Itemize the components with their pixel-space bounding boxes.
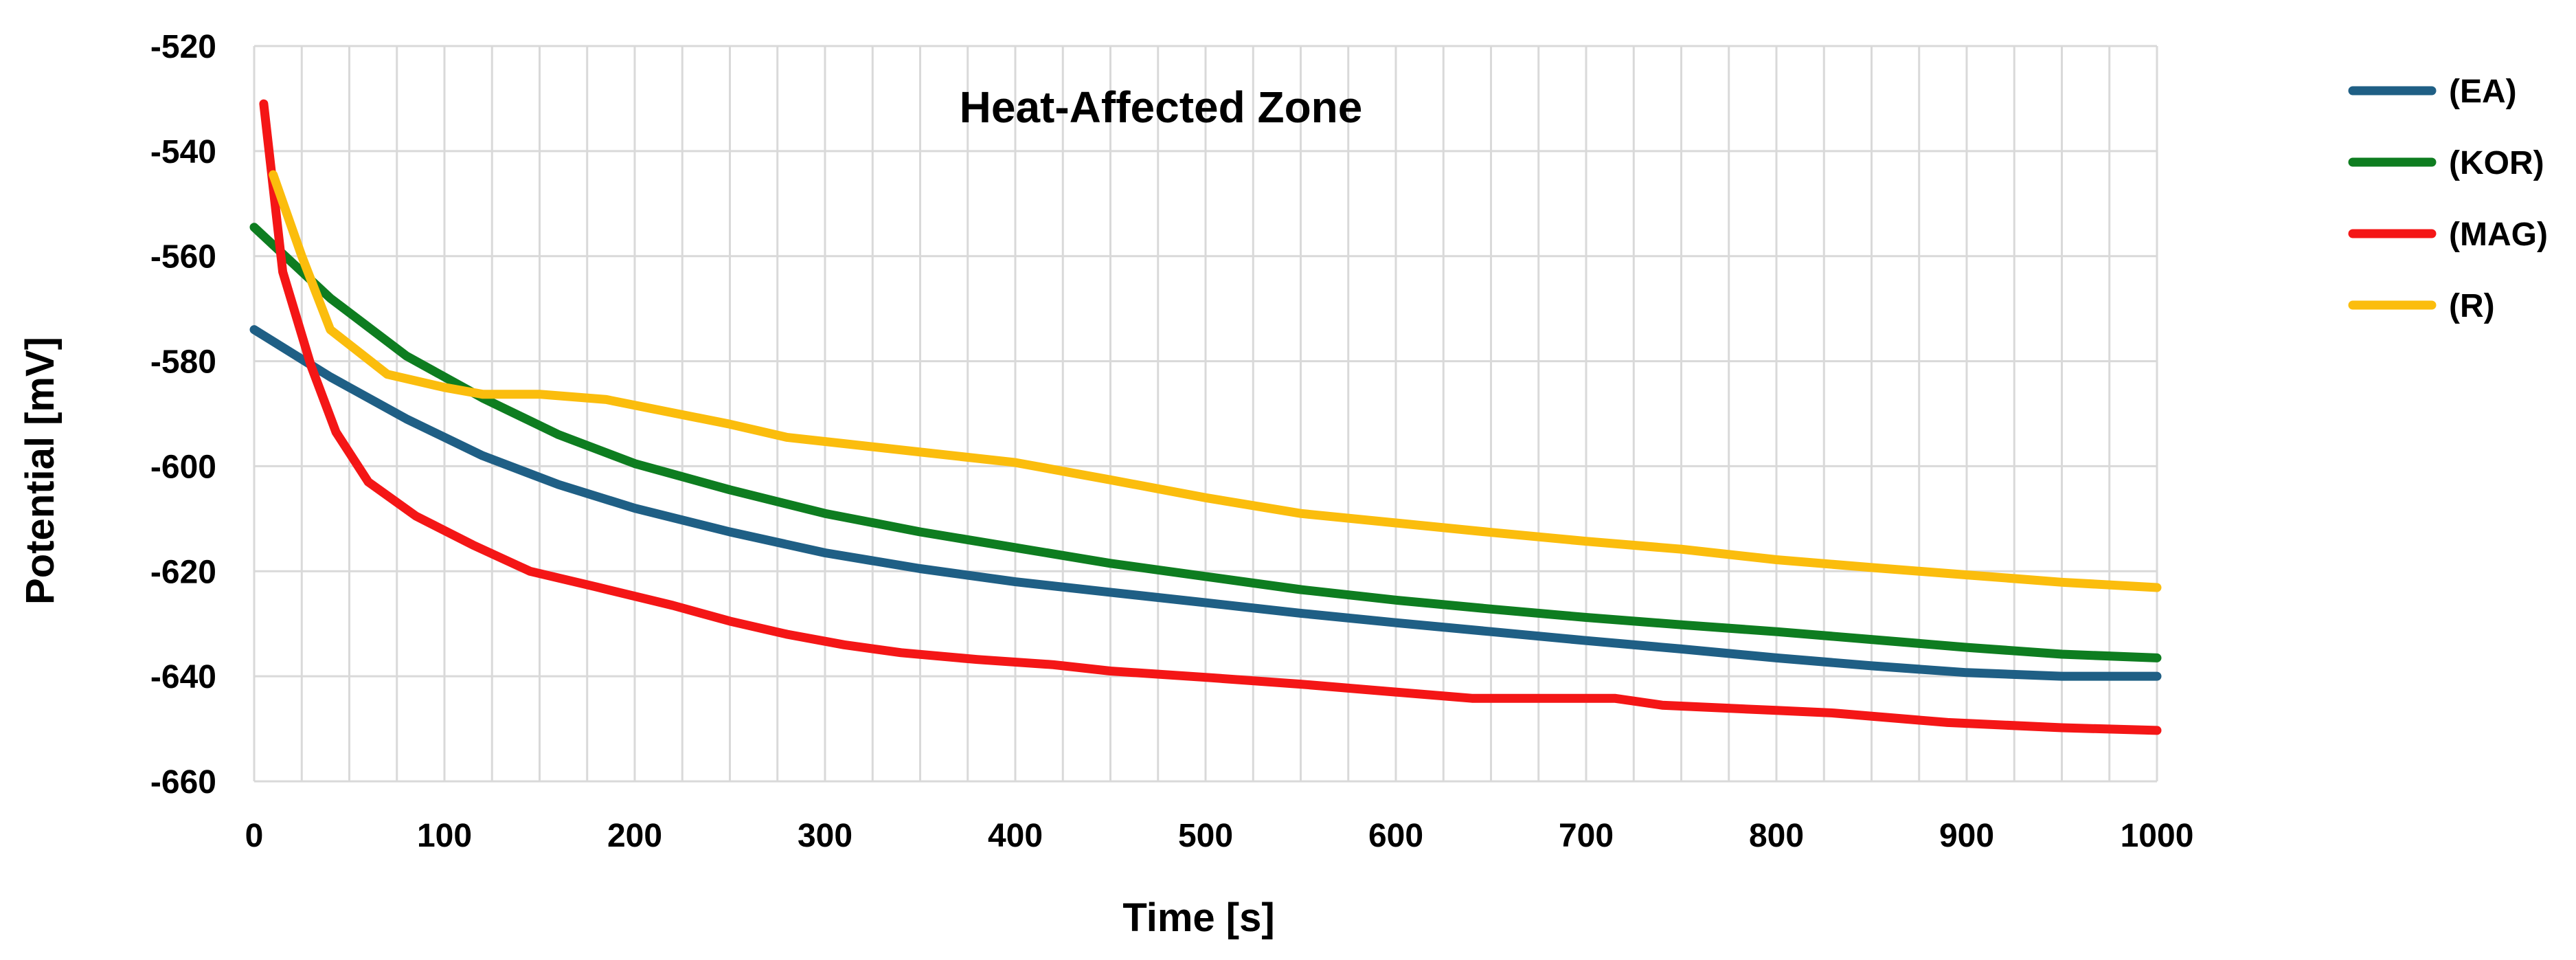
y-tick-label: -620 <box>150 554 216 590</box>
x-tick-label: 500 <box>1178 818 1233 854</box>
legend-label-ea: (EA) <box>2449 74 2517 110</box>
x-tick-label: 800 <box>1749 818 1804 854</box>
x-axis-title: Time [s] <box>1122 895 1274 940</box>
legend-label-kor: (KOR) <box>2449 145 2544 181</box>
x-tick-label: 600 <box>1368 818 1423 854</box>
x-tick-label: 900 <box>1939 818 1994 854</box>
x-tick-label: 0 <box>245 818 264 854</box>
x-axis-ticks: 0 100 200 300 400 500 600 700 800 900 1000 <box>245 818 2194 854</box>
chart-title: Heat-Affected Zone <box>960 82 1363 132</box>
series-line-kor <box>249 223 2162 662</box>
x-tick-label: 300 <box>798 818 852 854</box>
y-tick-label: -560 <box>150 239 216 276</box>
y-axis-ticks: -520 -540 -560 -580 -600 -620 -640 -660 <box>150 29 216 801</box>
x-tick-label: 400 <box>988 818 1043 854</box>
legend-label-r: (R) <box>2449 288 2495 324</box>
y-tick-label: -520 <box>150 29 216 65</box>
grid <box>253 45 2158 783</box>
legend: (EA) (KOR) (MAG) (R) <box>2348 74 2548 324</box>
y-axis-title: Potential [mV] <box>18 337 63 605</box>
y-tick-label: -600 <box>150 449 216 485</box>
x-tick-label: 100 <box>417 818 472 854</box>
series-line-ea <box>249 325 2162 681</box>
x-tick-label: 700 <box>1559 818 1614 854</box>
series-line-mag <box>259 99 2162 735</box>
y-tick-label: -640 <box>150 659 216 695</box>
series-line-r <box>269 170 2162 592</box>
y-tick-label: -540 <box>150 134 216 170</box>
y-tick-label: -580 <box>150 344 216 381</box>
y-tick-label: -660 <box>150 764 216 801</box>
x-tick-label: 200 <box>607 818 662 854</box>
x-tick-label: 1000 <box>2121 818 2194 854</box>
legend-label-mag: (MAG) <box>2449 216 2548 253</box>
series-lines <box>249 99 2162 735</box>
